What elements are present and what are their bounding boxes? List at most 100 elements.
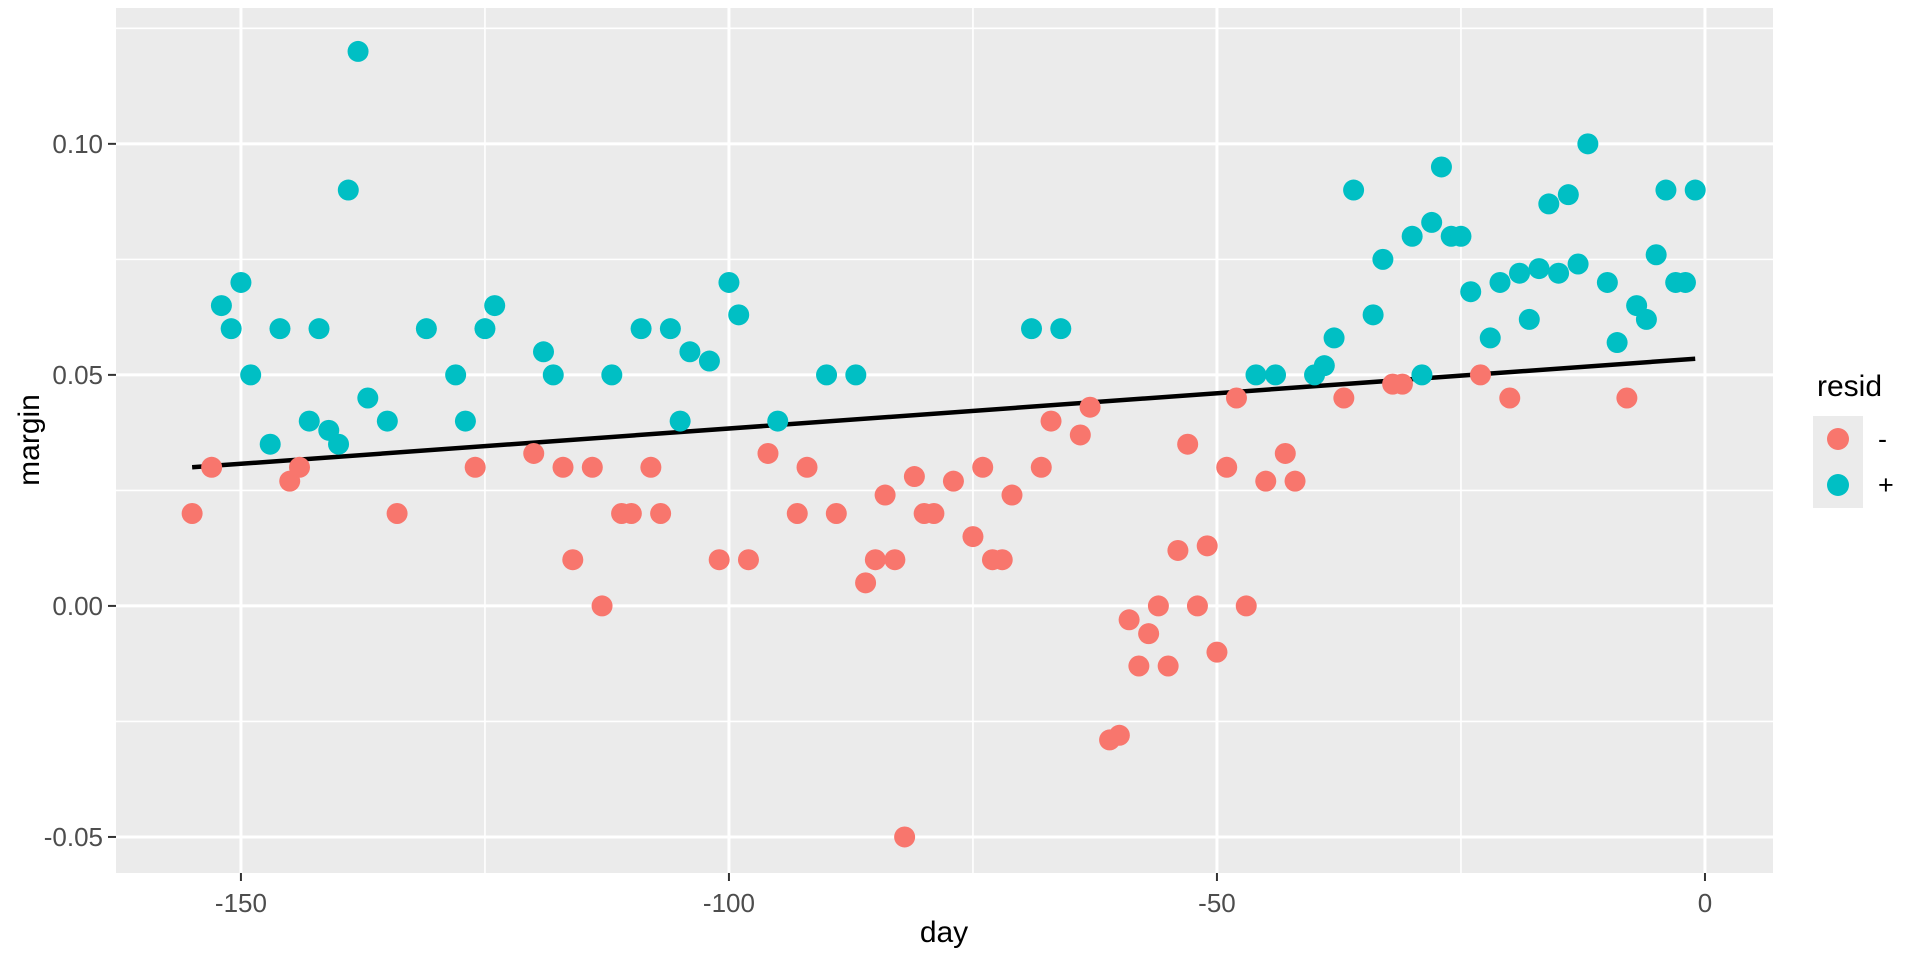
- data-point-positive: [1362, 304, 1384, 326]
- legend-label: +: [1878, 469, 1894, 500]
- data-point-positive: [679, 341, 701, 363]
- data-point-negative: [1186, 595, 1208, 617]
- data-point-negative: [1274, 442, 1296, 464]
- data-point-negative: [962, 526, 984, 548]
- data-point-negative: [1118, 609, 1140, 631]
- data-point-negative: [1499, 387, 1521, 409]
- data-point-negative: [903, 466, 925, 488]
- data-point-positive: [845, 364, 867, 386]
- data-point-negative: [620, 503, 642, 525]
- data-point-positive: [669, 410, 691, 432]
- data-point-negative: [1284, 470, 1306, 492]
- data-point-negative: [737, 549, 759, 571]
- legend-key-box: [1813, 416, 1863, 462]
- legend-item-positive: +: [1813, 462, 1918, 508]
- data-point-negative: [1333, 387, 1355, 409]
- data-point-negative: [1157, 655, 1179, 677]
- data-point-positive: [445, 364, 467, 386]
- data-point-negative: [1079, 396, 1101, 418]
- data-point-positive: [1674, 271, 1696, 293]
- data-point-positive: [1430, 156, 1452, 178]
- data-point-negative: [552, 456, 574, 478]
- data-point-positive: [816, 364, 838, 386]
- data-point-positive: [1050, 318, 1072, 340]
- data-point-positive: [1489, 271, 1511, 293]
- data-point-positive: [1265, 364, 1287, 386]
- data-point-negative: [181, 503, 203, 525]
- data-point-negative: [523, 442, 545, 464]
- data-point-positive: [1684, 179, 1706, 201]
- data-point-negative: [1108, 724, 1130, 746]
- data-point-positive: [1021, 318, 1043, 340]
- data-point-negative: [874, 484, 896, 506]
- data-point-positive: [1245, 364, 1267, 386]
- data-point-positive: [1577, 133, 1599, 155]
- data-point-positive: [601, 364, 623, 386]
- data-point-positive: [376, 410, 398, 432]
- data-point-positive: [269, 318, 291, 340]
- data-point-positive: [1313, 355, 1335, 377]
- data-point-negative: [591, 595, 613, 617]
- legend-title: resid: [1817, 370, 1883, 403]
- data-point-negative: [1196, 535, 1218, 557]
- data-point-positive: [1538, 193, 1560, 215]
- data-point-positive: [484, 295, 506, 317]
- data-point-negative: [1138, 623, 1160, 645]
- data-point-positive: [1518, 308, 1540, 330]
- y-tick-label: 0.05: [52, 360, 103, 390]
- data-point-negative: [1216, 456, 1238, 478]
- legend-items: - +: [1813, 416, 1918, 508]
- data-point-negative: [825, 503, 847, 525]
- data-point-negative: [991, 549, 1013, 571]
- data-point-negative: [923, 503, 945, 525]
- data-point-positive: [357, 387, 379, 409]
- data-point-positive: [308, 318, 330, 340]
- data-point-positive: [698, 350, 720, 372]
- data-point-positive: [240, 364, 262, 386]
- data-point-negative: [1128, 655, 1150, 677]
- data-point-positive: [1509, 262, 1531, 284]
- data-point-positive: [1635, 308, 1657, 330]
- data-point-negative: [1235, 595, 1257, 617]
- data-point-positive: [230, 271, 252, 293]
- data-point-negative: [1469, 364, 1491, 386]
- negative-point-icon: [1827, 428, 1849, 450]
- data-point-positive: [1596, 271, 1618, 293]
- data-point-negative: [201, 456, 223, 478]
- data-point-positive: [1460, 281, 1482, 303]
- data-point-negative: [1040, 410, 1062, 432]
- data-point-positive: [542, 364, 564, 386]
- data-point-negative: [796, 456, 818, 478]
- data-point-negative: [1255, 470, 1277, 492]
- data-point-negative: [1391, 373, 1413, 395]
- x-axis-title: day: [919, 916, 969, 949]
- data-point-positive: [1557, 184, 1579, 206]
- data-point-positive: [1645, 244, 1667, 266]
- data-point-positive: [1606, 332, 1628, 354]
- data-point-negative: [1147, 595, 1169, 617]
- data-point-positive: [1567, 253, 1589, 275]
- y-axis-title: margin: [13, 394, 46, 486]
- data-point-positive: [1323, 327, 1345, 349]
- data-point-negative: [942, 470, 964, 492]
- data-point-positive: [1401, 225, 1423, 247]
- data-point-positive: [1655, 179, 1677, 201]
- y-tick-label: 0.00: [52, 591, 103, 621]
- y-tick-label: -0.05: [44, 822, 103, 852]
- x-tick-label: -50: [1198, 888, 1236, 918]
- data-point-positive: [659, 318, 681, 340]
- data-point-negative: [562, 549, 584, 571]
- data-point-positive: [532, 341, 554, 363]
- legend-item-negative: -: [1813, 416, 1918, 462]
- data-point-positive: [259, 433, 281, 455]
- data-point-negative: [1616, 387, 1638, 409]
- data-point-positive: [728, 304, 750, 326]
- data-point-negative: [864, 549, 886, 571]
- data-point-positive: [1450, 225, 1472, 247]
- data-point-negative: [884, 549, 906, 571]
- data-point-negative: [786, 503, 808, 525]
- legend: resid - +: [1813, 370, 1918, 508]
- data-point-negative: [1001, 484, 1023, 506]
- x-tick-label: -100: [703, 888, 755, 918]
